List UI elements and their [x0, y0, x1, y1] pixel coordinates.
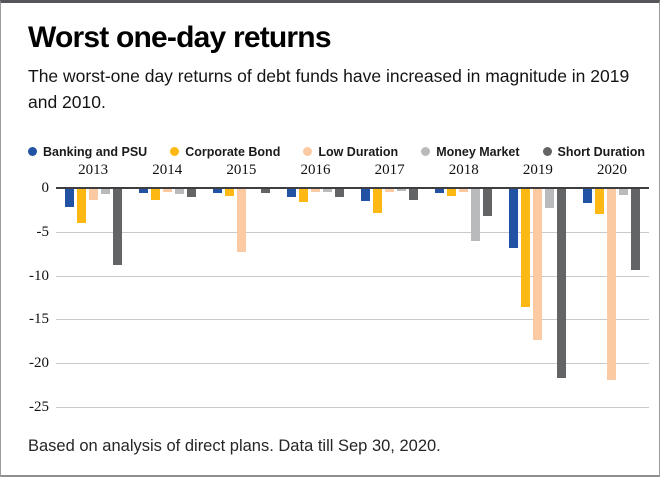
- bar-group-2013: [64, 188, 122, 266]
- bar-corporate-bond-2016: [298, 188, 308, 203]
- bar-banking-and-psu-2015: [212, 188, 222, 194]
- bar-banking-and-psu-2020: [583, 188, 593, 203]
- page-title: Worst one-day returns: [28, 21, 332, 54]
- gridline: [56, 319, 649, 321]
- legend-label: Corporate Bond: [185, 144, 281, 159]
- bar-corporate-bond-2015: [224, 188, 234, 196]
- y-tick-label: -20: [29, 355, 49, 372]
- bar-group-2017: [361, 188, 419, 213]
- bar-low-duration-2017: [385, 188, 395, 193]
- bar-money-market-2013: [100, 188, 110, 195]
- legend-label: Money Market: [436, 144, 520, 159]
- legend-item-low-duration: Low Duration: [303, 145, 398, 159]
- x-tick-label: 2016: [300, 162, 331, 178]
- bar-banking-and-psu-2019: [509, 188, 519, 249]
- bar-group-2020: [583, 188, 641, 380]
- bar-banking-and-psu-2014: [138, 188, 148, 194]
- zero-axis-line: [56, 187, 649, 189]
- bar-corporate-bond-2020: [595, 188, 605, 215]
- bar-short-duration-2020: [631, 188, 641, 271]
- bar-corporate-bond-2013: [76, 188, 86, 224]
- bar-low-duration-2020: [607, 188, 617, 380]
- bar-short-duration-2013: [112, 188, 122, 266]
- bar-group-2014: [138, 188, 196, 201]
- bar-group-2019: [509, 188, 567, 379]
- chart-subtitle: The worst-one day returns of debt funds …: [28, 66, 630, 112]
- plot-area: [56, 187, 649, 408]
- legend-dot-icon: [542, 147, 552, 156]
- bar-corporate-bond-2018: [447, 188, 457, 196]
- bar-low-duration-2014: [162, 188, 172, 192]
- bar-banking-and-psu-2018: [435, 188, 445, 194]
- legend-item-corporate-bond: Corporate Bond: [170, 145, 280, 159]
- gridline: [56, 407, 649, 408]
- bar-group-2018: [435, 188, 493, 242]
- bar-short-duration-2018: [483, 188, 493, 217]
- legend-item-short-duration: Short Duration: [542, 144, 646, 159]
- gridline: [56, 275, 649, 277]
- x-tick-label: 2013: [78, 162, 109, 178]
- legend-label: Low Duration: [318, 144, 399, 159]
- bar-corporate-bond-2014: [150, 188, 160, 201]
- x-tick-label: 2015: [226, 162, 257, 178]
- bar-short-duration-2019: [557, 188, 567, 379]
- bar-corporate-bond-2017: [373, 188, 383, 213]
- bar-low-duration-2013: [88, 188, 98, 201]
- bar-low-duration-2019: [533, 188, 543, 340]
- y-tick-label: -10: [29, 267, 49, 284]
- bar-banking-and-psu-2017: [361, 188, 371, 202]
- legend-item-banking-and-psu: Banking and PSU: [28, 145, 147, 159]
- x-tick-label: 2017: [374, 162, 405, 178]
- bar-group-2015: [212, 188, 270, 252]
- legend-dot-icon: [170, 147, 180, 156]
- bar-money-market-2017: [397, 188, 407, 191]
- gridline: [56, 363, 649, 365]
- bar-money-market-2016: [322, 188, 332, 193]
- bar-short-duration-2014: [186, 188, 196, 197]
- x-axis-year-labels: 2013 2014 2015 2016 2017 2018 2019 2020: [56, 162, 649, 188]
- gridline: [56, 231, 649, 233]
- x-tick-label: 2019: [522, 162, 553, 178]
- bar-short-duration-2016: [334, 188, 344, 197]
- x-tick-label: 2020: [596, 162, 627, 178]
- x-tick-label: 2018: [448, 162, 479, 178]
- bar-money-market-2018: [471, 188, 481, 242]
- bar-low-duration-2016: [310, 188, 320, 192]
- bar-chart: 2013 2014 2015 2016 2017 2018 2019 2020 0 -5 -10 -…: [1, 162, 659, 415]
- bar-banking-and-psu-2013: [64, 188, 74, 208]
- bar-short-duration-2015: [260, 188, 270, 194]
- bar-money-market-2019: [545, 188, 555, 209]
- bar-low-duration-2018: [459, 188, 469, 193]
- legend-label: Banking and PSU: [43, 144, 148, 159]
- bar-banking-and-psu-2016: [286, 188, 296, 197]
- source-note: Based on analysis of direct plans. Data …: [28, 437, 441, 455]
- legend-label: Short Duration: [557, 144, 646, 159]
- legend-dot-icon: [303, 147, 313, 156]
- bar-money-market-2020: [619, 188, 629, 195]
- y-tick-label: -25: [29, 399, 49, 415]
- bar-short-duration-2017: [409, 188, 419, 201]
- chart-legend: Banking and PSU Corporate Bond Low Duratio…: [28, 144, 645, 159]
- y-tick-label: -15: [29, 311, 49, 328]
- legend-item-money-market: Money Market: [421, 144, 520, 159]
- legend-dot-icon: [421, 147, 431, 156]
- legend-dot-icon: [28, 147, 37, 156]
- bar-money-market-2014: [174, 188, 184, 195]
- bar-corporate-bond-2019: [521, 188, 531, 308]
- bar-group-2016: [286, 188, 344, 203]
- y-tick-label: -5: [36, 223, 50, 240]
- x-tick-label: 2014: [152, 162, 183, 178]
- bar-low-duration-2015: [236, 188, 246, 252]
- y-tick-label: 0: [41, 180, 50, 196]
